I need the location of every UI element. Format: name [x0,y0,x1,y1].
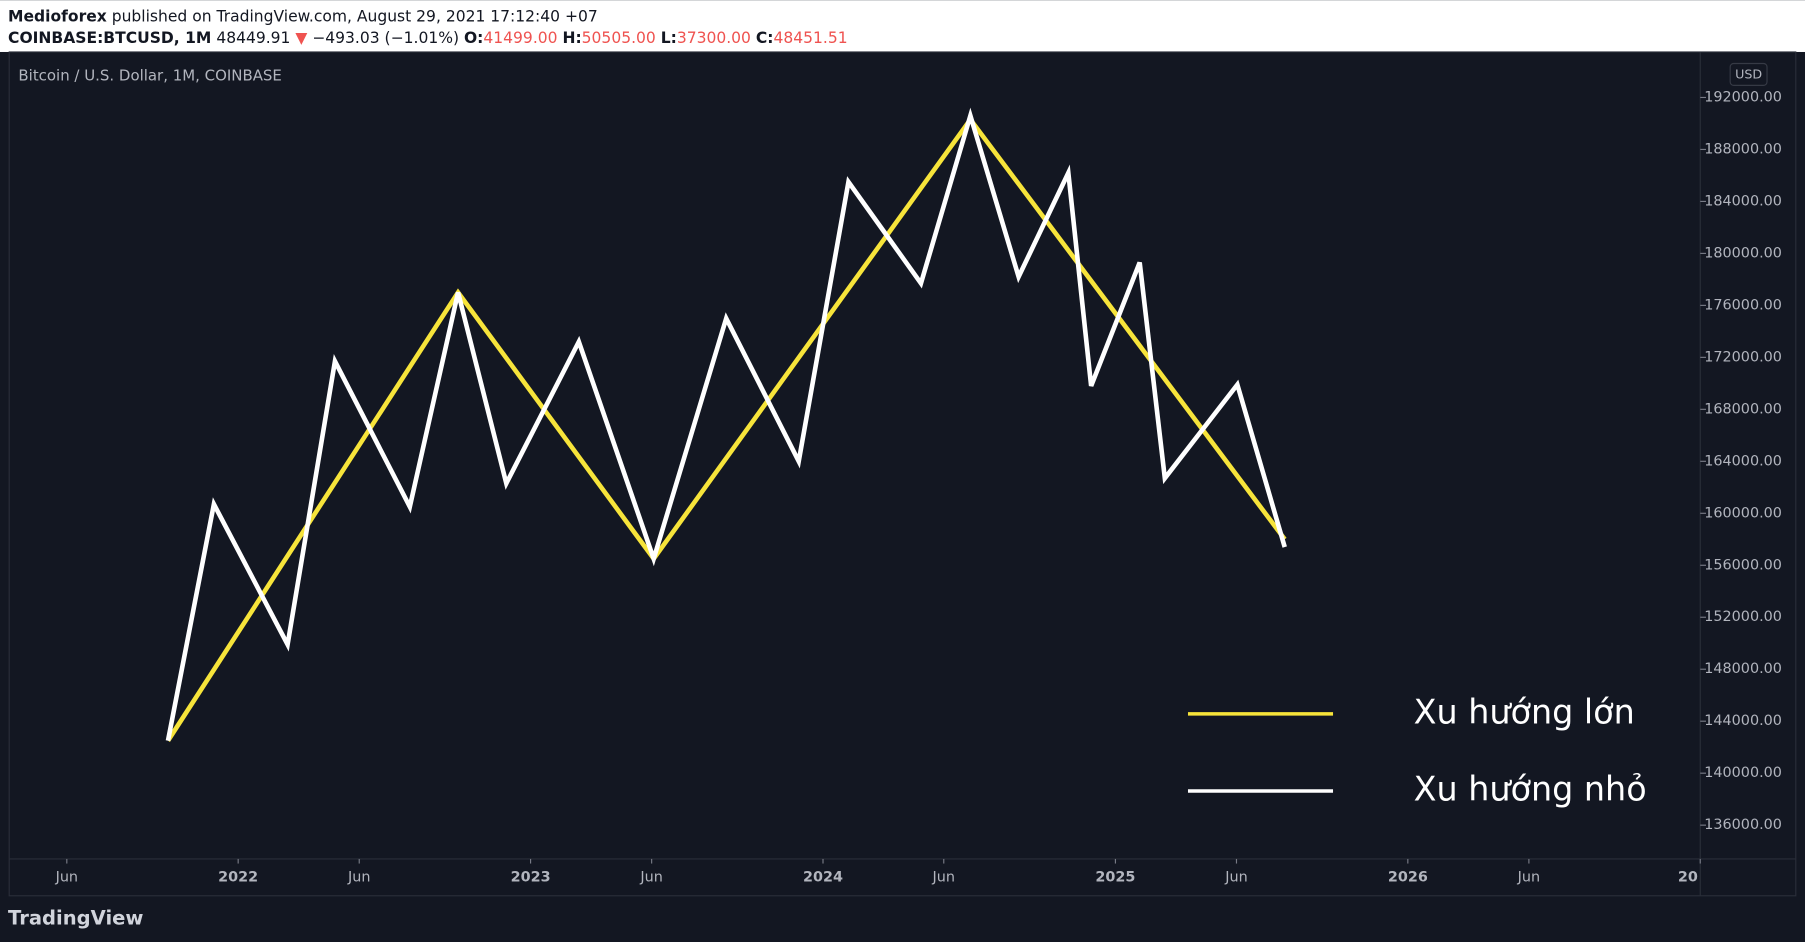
series-line [165,107,1287,742]
y-tick-label: 180000.00 [1704,245,1782,261]
y-tick-label: 164000.00 [1704,453,1782,469]
y-tick-label: 172000.00 [1704,349,1782,365]
x-tick-label: 2025 [1095,869,1135,885]
low: 37300.00 [677,29,751,47]
x-tick-label: Jun [347,869,370,885]
high-label: H: [562,29,581,47]
y-tick-label: 144000.00 [1704,713,1782,729]
x-tick-label: Jun [1224,869,1247,885]
header-line: Medioforex published on TradingView.com,… [8,7,598,25]
brand: TradingView [8,906,143,929]
y-tick-label: 188000.00 [1704,141,1782,157]
y-tick-label: 136000.00 [1704,817,1782,833]
x-tick-label: Jun [932,869,955,885]
x-tick-label: 2024 [803,869,843,885]
x-tick-label: 2026 [1388,869,1428,885]
x-tick-label: 2023 [511,869,551,885]
legend-label: Xu hướng lớn [1414,692,1635,731]
open-label: O: [464,29,483,47]
currency-box [1729,62,1768,86]
y-tick-label: 140000.00 [1704,765,1782,781]
open: 41499.00 [483,29,557,47]
y-tick-label: 160000.00 [1704,505,1782,521]
chart-frame [8,51,1797,897]
high: 50505.00 [582,29,656,47]
x-tick-label: Jun [639,869,662,885]
last: 48449.91 [216,29,290,47]
y-tick-label: 168000.00 [1704,401,1782,417]
close: 48451.51 [773,29,847,47]
y-tick-label: 152000.00 [1704,609,1782,625]
publisher: Medioforex [8,7,107,25]
published: published on TradingView.com, August 29,… [112,7,598,25]
low-label: L: [661,29,677,47]
y-tick-label: 184000.00 [1704,193,1782,209]
y-tick-label: 176000.00 [1704,297,1782,313]
x-tick-label: Jun [55,869,78,885]
quote-line: COINBASE:BTCUSD, 1M 48449.91 ▼ −493.03 (… [8,29,848,47]
x-tick-label: 2022 [218,869,258,885]
currency: USD [1735,67,1762,82]
close-label: C: [756,29,774,47]
y-tick-label: 148000.00 [1704,661,1782,677]
change: −493.03 (−1.01%) [312,29,459,47]
y-tick-label: 192000.00 [1704,89,1782,105]
legend-label: Xu hướng nhỏ [1414,770,1647,809]
y-tick-label: 156000.00 [1704,557,1782,573]
x-tick-label: 20 [1678,869,1698,885]
header-bg [0,0,1805,52]
arrow: ▼ [295,29,307,47]
x-tick-label: Jun [1517,869,1540,885]
chart-title: Bitcoin / U.S. Dollar, 1M, COINBASE [18,67,281,85]
symbol: COINBASE:BTCUSD, 1M [8,29,211,47]
